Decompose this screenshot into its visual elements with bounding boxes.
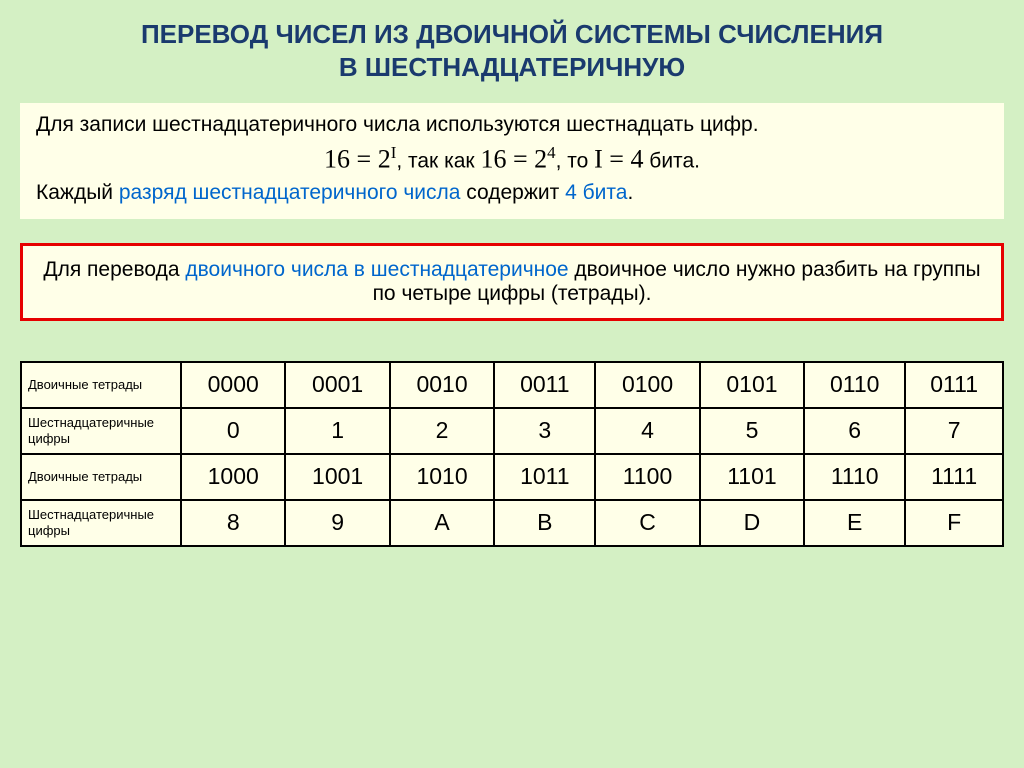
cell: 0101 [700, 362, 804, 408]
info1-line1: Для записи шестнадцатеричного числа испо… [36, 113, 988, 137]
table-row: Шестнадцатеричные цифры 0 1 2 3 4 5 6 7 [21, 408, 1003, 454]
cell: C [595, 500, 699, 546]
cell: 5 [700, 408, 804, 454]
cell: E [804, 500, 905, 546]
table-row: Двоичные тетрады 0000 0001 0010 0011 010… [21, 362, 1003, 408]
formula-a: 16 = 2 [324, 145, 391, 174]
l3b: разряд шестнадцатеричного числа [119, 181, 461, 204]
l3d: 4 бита [565, 181, 627, 204]
cell: 0 [181, 408, 285, 454]
cell: 0010 [390, 362, 494, 408]
formula-conn1: , так как [396, 150, 480, 173]
l3c: содержит [460, 181, 565, 204]
cell: 0011 [494, 362, 595, 408]
table-row: Шестнадцатеричные цифры 8 9 A B C D E F [21, 500, 1003, 546]
formula-tail: бита. [643, 150, 700, 173]
title-line1: ПЕРЕВОД ЧИСЕЛ ИЗ ДВОИЧНОЙ СИСТЕМЫ СЧИСЛЕ… [141, 19, 883, 49]
l3a: Каждый [36, 181, 119, 204]
cell: 0110 [804, 362, 905, 408]
cell: 6 [804, 408, 905, 454]
cell: 1 [285, 408, 389, 454]
cell: 3 [494, 408, 595, 454]
cell: 1001 [285, 454, 389, 500]
cell: F [905, 500, 1003, 546]
formula-conn2: , то [556, 150, 595, 173]
cell: 0000 [181, 362, 285, 408]
title-line2: В ШЕСТНАДЦАТЕРИЧНУЮ [339, 52, 685, 82]
row-label: Шестнадцатеричные цифры [21, 500, 181, 546]
cell: 1100 [595, 454, 699, 500]
formula-b: 16 = 2 [480, 145, 547, 174]
formula-b-sup: 4 [547, 143, 555, 162]
info1-line3: Каждый разряд шестнадцатеричного числа с… [36, 181, 988, 205]
cell: D [700, 500, 804, 546]
cell: 0001 [285, 362, 389, 408]
b2b: двоичного числа в шестнадцатеричное [185, 258, 568, 281]
cell: 1110 [804, 454, 905, 500]
cell: 8 [181, 500, 285, 546]
info-box-1: Для записи шестнадцатеричного числа испо… [20, 103, 1004, 219]
l3e: . [627, 181, 633, 204]
b2a: Для перевода [43, 258, 185, 281]
formula-c: I = 4 [594, 145, 643, 174]
cell: 2 [390, 408, 494, 454]
cell: 4 [595, 408, 699, 454]
cell: 1111 [905, 454, 1003, 500]
conversion-table: Двоичные тетрады 0000 0001 0010 0011 010… [20, 361, 1004, 547]
page-title: ПЕРЕВОД ЧИСЕЛ ИЗ ДВОИЧНОЙ СИСТЕМЫ СЧИСЛЕ… [0, 0, 1024, 95]
cell: 1010 [390, 454, 494, 500]
table-row: Двоичные тетрады 1000 1001 1010 1011 110… [21, 454, 1003, 500]
cell: 0100 [595, 362, 699, 408]
formula: 16 = 2I, так как 16 = 24, то I = 4 бита. [36, 137, 988, 181]
cell: 1101 [700, 454, 804, 500]
row-label: Двоичные тетрады [21, 454, 181, 500]
row-label: Двоичные тетрады [21, 362, 181, 408]
row-label: Шестнадцатеричные цифры [21, 408, 181, 454]
conversion-table-wrap: Двоичные тетрады 0000 0001 0010 0011 010… [20, 361, 1004, 547]
cell: 1011 [494, 454, 595, 500]
cell: A [390, 500, 494, 546]
cell: 9 [285, 500, 389, 546]
cell: 1000 [181, 454, 285, 500]
cell: 0111 [905, 362, 1003, 408]
cell: 7 [905, 408, 1003, 454]
cell: B [494, 500, 595, 546]
info-box-2: Для перевода двоичного числа в шестнадца… [20, 243, 1004, 321]
